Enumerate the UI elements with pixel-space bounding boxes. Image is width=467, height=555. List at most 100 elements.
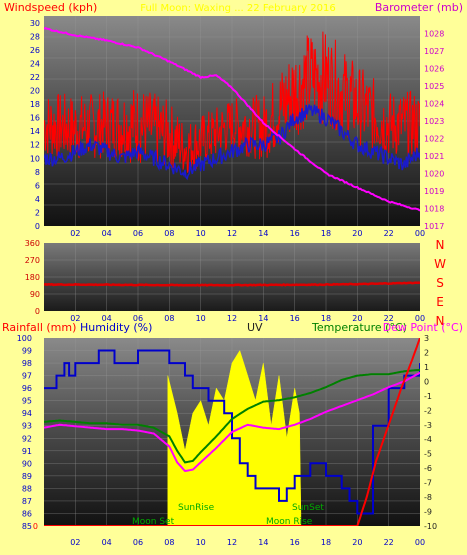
windspeed-y-tick-label: 16: [30, 114, 40, 123]
climate-x-tick-label: 14: [258, 538, 268, 547]
humidity-y-tick-label: 89: [22, 472, 32, 481]
wind-x-tick-label: 12: [227, 229, 237, 238]
wind-x-tick-label: 06: [133, 229, 143, 238]
direction-x-tick-label: 04: [102, 314, 112, 323]
temperature-y-tick-label: -4: [424, 435, 432, 444]
chart-header: Full Moon: Waxing ... 22 February 2016: [140, 3, 336, 14]
humidity-y-tick-label: 95: [22, 397, 32, 406]
compass-label: E: [436, 295, 444, 309]
barometer-y-tick-label: 1018: [424, 205, 444, 214]
wind-x-tick-label: 22: [384, 229, 394, 238]
direction-grid: [44, 243, 420, 311]
climate-x-tick-label: 22: [384, 538, 394, 547]
windspeed-y-tick-label: 10: [30, 154, 40, 163]
moonset-label: Moon Set: [132, 517, 175, 527]
temperature-y-tick-label: -2: [424, 406, 432, 415]
compass-label: N: [436, 314, 445, 328]
humidity-y-tick-label: 99: [22, 347, 32, 356]
direction-y-tick-label: 0: [35, 307, 40, 316]
humidity-y-tick-label: 90: [22, 459, 32, 468]
temperature-y-tick-label: -9: [424, 508, 432, 517]
direction-x-tick-label: 20: [352, 314, 362, 323]
humidity-line: [44, 349, 420, 515]
windspeed-y-tick-label: 12: [30, 141, 40, 150]
direction-y-tick-label: 360: [25, 239, 40, 248]
wind-series-group: [44, 27, 420, 212]
barometer-axis-title: Barometer (mb): [375, 1, 463, 14]
climate-x-tick-label: 20: [352, 538, 362, 547]
windspeed-y-tick-label: 18: [30, 100, 40, 109]
barometer-y-tick-label: 1024: [424, 100, 444, 109]
humidity-y-tick-label: 85: [22, 522, 32, 531]
direction-x-tick-label: 22: [384, 314, 394, 323]
windspeed-y-tick-label: 30: [30, 19, 40, 28]
humidity-y-axis-ticks: 85 86 87 88 89 90 91 92 93 94 95 96 97 98 99 100 0: [17, 334, 38, 531]
temperature-y-tick-label: -3: [424, 421, 432, 430]
barometer-y-tick-label: 1028: [424, 30, 444, 39]
windspeed-y-tick-label: 6: [35, 181, 40, 190]
temperature-y-tick-label: 3: [424, 334, 429, 343]
humidity-y-tick-label: 86: [22, 509, 32, 518]
windspeed-y-tick-label: 14: [30, 127, 40, 136]
windspeed-y-tick-label: 20: [30, 87, 40, 96]
rainfall-y-tick-label: 0: [33, 522, 38, 531]
direction-series-group: [44, 281, 420, 287]
climate-x-tick-label: 10: [196, 538, 206, 547]
windspeed-y-tick-label: 2: [35, 208, 40, 217]
wind-x-tick-label: 02: [70, 229, 80, 238]
windspeed-y-tick-label: 26: [30, 46, 40, 55]
direction-x-tick-label: 10: [196, 314, 206, 323]
climate-x-tick-label: 02: [70, 538, 80, 547]
climate-x-tick-label: 16: [290, 538, 300, 547]
direction-x-tick-label: 14: [258, 314, 268, 323]
direction-y-tick-label: 180: [25, 273, 40, 282]
uv-axis-title: UV: [247, 321, 263, 334]
barometer-y-tick-label: 1027: [424, 47, 444, 56]
dew-point-line: [44, 371, 420, 473]
barometer-y-tick-label: 1022: [424, 135, 444, 144]
dew-point-axis-title: Dew Point (°C): [383, 321, 463, 334]
humidity-y-tick-label: 98: [22, 359, 32, 368]
wind-x-axis-ticks: 02 04 06 08 10 12 14 16 18 20 22 00: [70, 229, 425, 238]
humidity-y-tick-label: 92: [22, 434, 32, 443]
rainfall-axis-title: Rainfall (mm): [2, 321, 76, 334]
barometer-y-tick-label: 1017: [424, 222, 444, 231]
temperature-y-tick-label: 1: [424, 363, 429, 372]
temperature-y-tick-label: -1: [424, 392, 432, 401]
sunset-label: SunSet: [292, 503, 324, 513]
humidity-y-tick-label: 91: [22, 447, 32, 456]
wind-x-tick-label: 20: [352, 229, 362, 238]
temperature-y-tick-label: -7: [424, 479, 432, 488]
windspeed-axis-title: Windspeed (kph): [4, 1, 97, 14]
sunrise-label: SunRise: [178, 503, 215, 513]
climate-x-tick-label: 00: [415, 538, 425, 547]
windspeed-y-tick-label: 0: [35, 222, 40, 231]
direction-y-tick-label: 270: [25, 256, 40, 265]
barometer-line: [44, 27, 420, 212]
direction-x-tick-label: 02: [70, 314, 80, 323]
temperature-y-tick-label: -5: [424, 450, 432, 459]
moonrise-label: Moon Rise: [266, 517, 313, 527]
wind-x-tick-label: 04: [102, 229, 112, 238]
direction-x-tick-label: 18: [321, 314, 331, 323]
wind-x-tick-label: 10: [196, 229, 206, 238]
humidity-axis-title: Humidity (%): [80, 321, 152, 334]
climate-x-tick-label: 12: [227, 538, 237, 547]
temperature-y-tick-label: 2: [424, 348, 429, 357]
humidity-y-tick-label: 100: [17, 334, 32, 343]
climate-x-tick-label: 18: [321, 538, 331, 547]
windspeed-y-tick-label: 4: [35, 195, 40, 204]
windspeed-y-tick-label: 22: [30, 73, 40, 82]
barometer-y-tick-label: 1023: [424, 117, 444, 126]
wind-x-tick-label: 18: [321, 229, 331, 238]
compass-label: S: [436, 276, 444, 290]
humidity-y-tick-label: 94: [22, 409, 32, 418]
humidity-y-tick-label: 87: [22, 497, 32, 506]
temperature-y-tick-label: 0: [424, 377, 429, 386]
